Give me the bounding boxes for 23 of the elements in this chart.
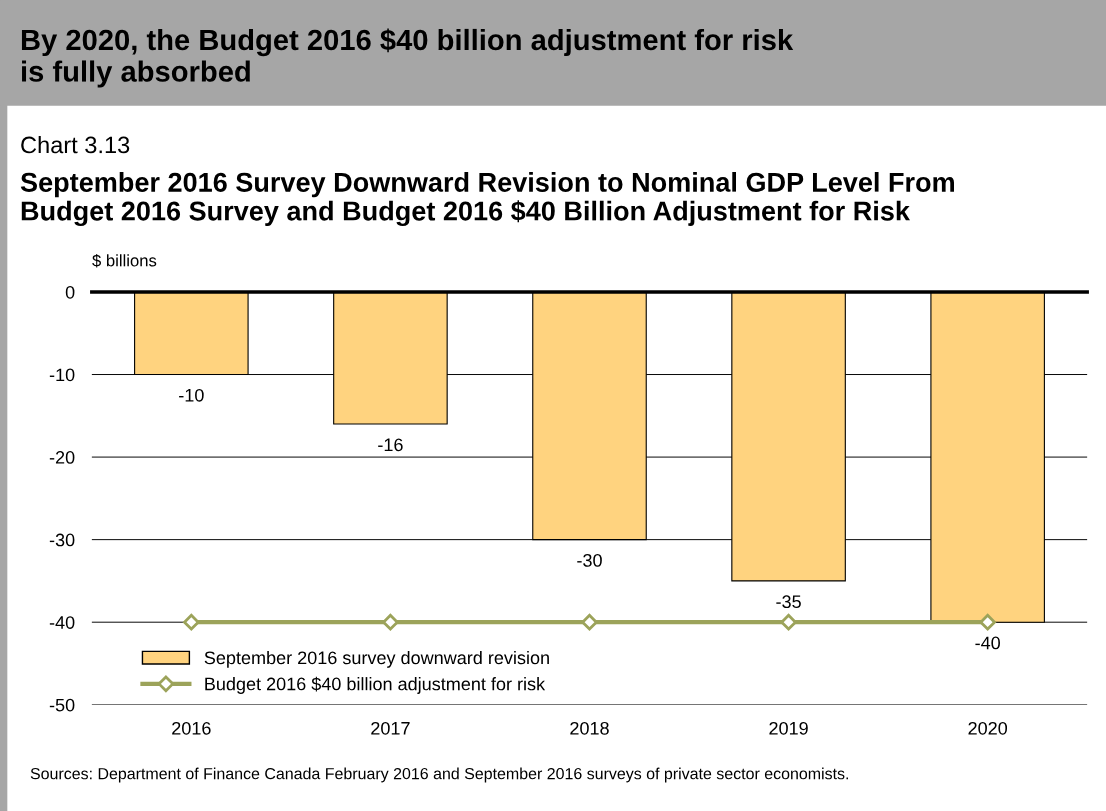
y-tick-label: -40	[49, 616, 75, 629]
y-tick-label: -50	[49, 698, 75, 712]
legend-label: September 2016 survey downward revision	[204, 650, 549, 668]
y-axis-title: $ billions	[92, 253, 157, 268]
y-tick-label: -20	[49, 451, 75, 464]
x-tick-label: 2020	[968, 721, 1008, 735]
data-label: -16	[378, 438, 403, 452]
data-label: -10	[179, 388, 204, 402]
x-tick-label: 2018	[570, 721, 609, 735]
data-label: -30	[577, 554, 602, 567]
y-tick-label: -10	[49, 368, 75, 382]
data-label: -40	[975, 636, 1000, 650]
source-note: Sources: Department of Finance Canada February 2016 and September 2016 surveys of private sector economists.	[30, 767, 848, 783]
text: By 2020, the Budget 2016 $40 billion adjustment for risk is fully absorbed	[21, 28, 794, 88]
y-tick-label: 0	[65, 285, 75, 299]
y-tick-label: -30	[49, 533, 75, 547]
chart-title: September 2016 Survey Downward Revision to Nominal GDP Level From Budget 2016 Survey and Budget 2016 $40 Billion Adjustment for Risk	[20, 172, 954, 227]
caption: Chart 3.13	[21, 135, 130, 154]
x-tick-label: 2017	[371, 721, 410, 735]
data-label: -35	[776, 595, 801, 609]
x-tick-label: 2019	[769, 721, 808, 735]
legend-label: Budget 2016 $40 billion adjustment for risk	[205, 676, 546, 694]
x-tick-label: 2016	[172, 721, 211, 735]
